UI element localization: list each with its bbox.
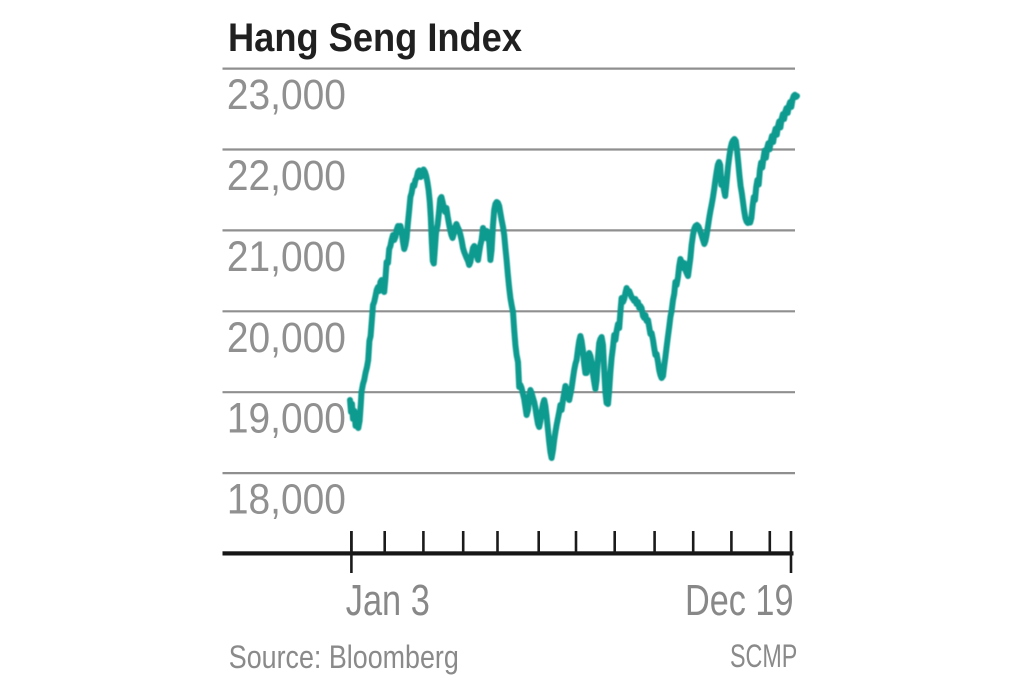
svg-text:Hang Seng Index: Hang Seng Index	[228, 16, 522, 60]
svg-text:18,000: 18,000	[227, 476, 346, 524]
svg-text:21,000: 21,000	[227, 233, 346, 281]
svg-text:Jan 3: Jan 3	[346, 576, 430, 625]
svg-text:Source: Bloomberg: Source: Bloomberg	[229, 639, 459, 675]
svg-text:23,000: 23,000	[227, 71, 346, 119]
svg-text:Dec 19: Dec 19	[685, 576, 794, 625]
svg-text:SCMP: SCMP	[730, 638, 797, 674]
svg-text:19,000: 19,000	[227, 395, 346, 443]
svg-text:20,000: 20,000	[227, 314, 346, 362]
svg-text:22,000: 22,000	[227, 152, 346, 200]
